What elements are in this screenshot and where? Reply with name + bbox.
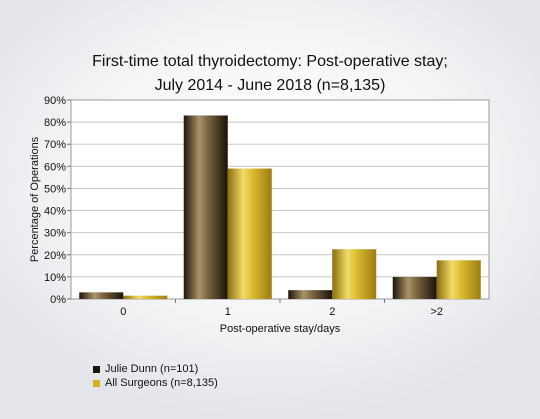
chart-subtitle: July 2014 - June 2018 (n=8,135) [154, 77, 386, 94]
y-axis-label: Percentage of Operations [29, 136, 41, 262]
bar-all-surgeons-0 [123, 295, 168, 299]
bar-julie-dunn-2 [288, 290, 333, 299]
x-tick-label: 0 [120, 306, 126, 318]
y-tick-label: 70% [44, 139, 66, 151]
y-tick-label: 0% [50, 294, 66, 306]
bar-all-surgeons-2 [332, 249, 377, 299]
x-tick-label: >2 [430, 306, 443, 318]
x-tick-label: 2 [329, 306, 335, 318]
y-tick-label: 30% [44, 228, 66, 240]
y-tick-label: 60% [44, 161, 66, 173]
y-tick-label: 20% [44, 250, 66, 262]
x-axis-label: Post-operative stay/days [220, 323, 341, 335]
legend-swatch-dark [93, 365, 100, 373]
y-tick-label: 10% [44, 272, 66, 284]
legend-label: All Surgeons (n=8,135) [105, 377, 218, 389]
legend-item-julie-dunn: Julie Dunn (n=101) [93, 363, 198, 375]
bar-julie-dunn-3 [392, 276, 437, 299]
bar-julie-dunn-0 [79, 292, 124, 299]
bar-all-surgeons-1 [227, 168, 272, 299]
legend-swatch-gold [93, 379, 100, 387]
y-tick-label: 90% [44, 95, 66, 107]
chart-title: First-time total thyroidectomy: Post-ope… [92, 53, 448, 70]
y-tick-label: 50% [44, 183, 66, 195]
legend-label: Julie Dunn (n=101) [105, 363, 199, 375]
plot-area [70, 99, 490, 300]
x-tick-label: 1 [225, 306, 231, 318]
legend-item-all-surgeons: All Surgeons (n=8,135) [93, 377, 218, 389]
bar-all-surgeons-3 [436, 260, 481, 299]
y-tick-label: 40% [44, 206, 66, 218]
bar-julie-dunn-1 [183, 115, 228, 299]
y-tick-label: 80% [44, 117, 66, 129]
